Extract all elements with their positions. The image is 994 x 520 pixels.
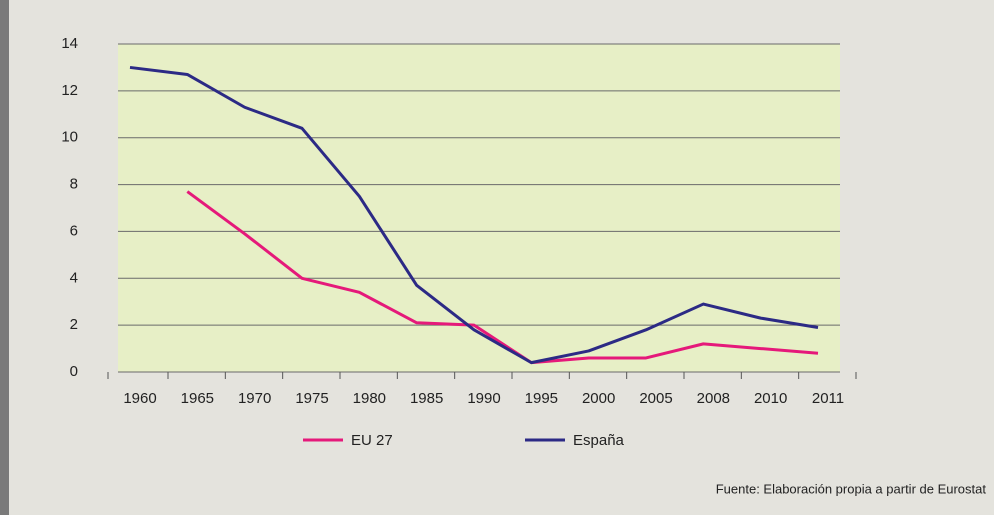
- x-tick-label: 2011: [812, 390, 844, 407]
- y-tick-label: 12: [61, 82, 78, 99]
- y-tick-label: 0: [70, 363, 78, 380]
- y-tick-label: 4: [70, 269, 78, 286]
- x-tick-label: 1985: [410, 390, 443, 407]
- x-tick-label: 1975: [295, 390, 328, 407]
- x-tick-label: 1965: [181, 390, 214, 407]
- source-note: Fuente: Elaboración propia a partir de E…: [716, 481, 987, 496]
- x-tick-label: 2000: [582, 390, 615, 407]
- x-tick-label: 1970: [238, 390, 271, 407]
- legend-label: EU 27: [351, 432, 393, 449]
- x-tick-label: 2010: [754, 390, 787, 407]
- x-tick-label: 2008: [697, 390, 730, 407]
- legend-label: España: [573, 432, 625, 449]
- left-strip: [0, 0, 9, 515]
- x-tick-label: 1990: [467, 390, 500, 407]
- series-line: [186, 190, 819, 365]
- x-tick-label: 1995: [525, 390, 558, 407]
- y-tick-label: 14: [61, 35, 78, 52]
- y-tick-label: 2: [70, 316, 78, 333]
- x-tick-label: 2005: [639, 390, 672, 407]
- y-tick-label: 10: [61, 129, 78, 146]
- x-tick-label: 1980: [353, 390, 386, 407]
- y-tick-label: 6: [70, 222, 78, 239]
- plot-area: [118, 44, 840, 372]
- series-line: [129, 65, 819, 365]
- x-tick-label: 1960: [123, 390, 156, 407]
- y-tick-label: 8: [70, 176, 78, 193]
